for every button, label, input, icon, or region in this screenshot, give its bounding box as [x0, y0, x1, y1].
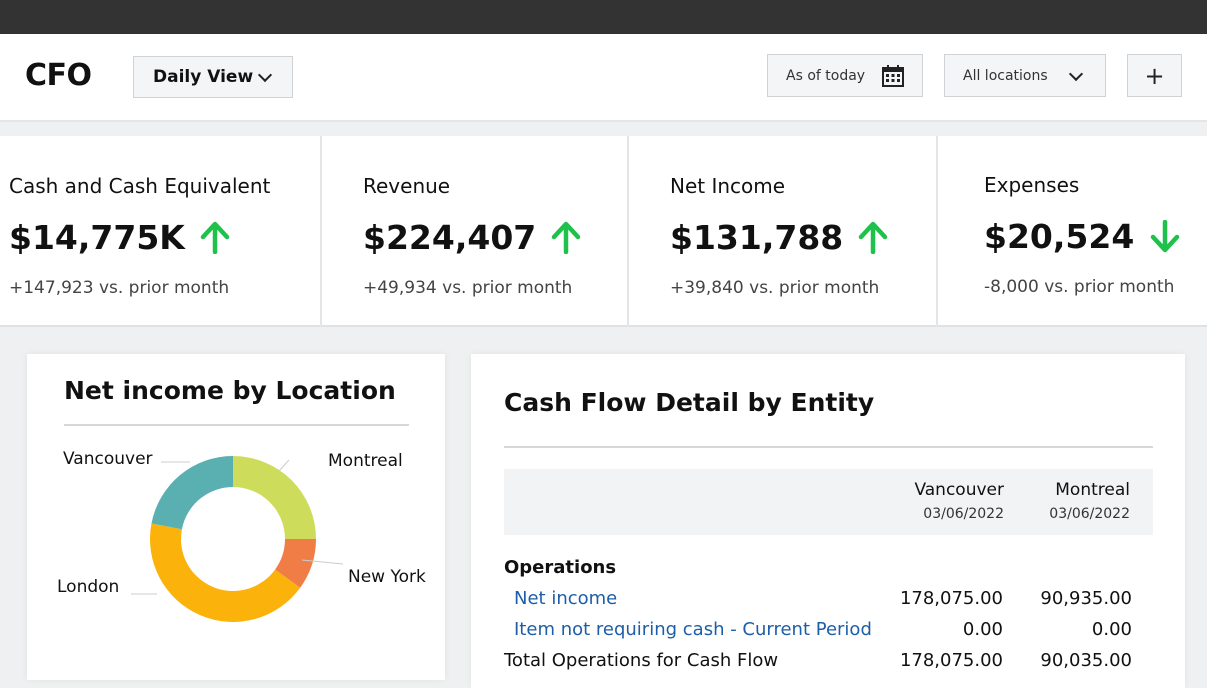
- legend-label-vancouver: Vancouver: [63, 449, 153, 469]
- row-label-link[interactable]: Net income: [514, 588, 618, 609]
- column-header-montreal: Montreal 03/06/2022: [1049, 480, 1130, 522]
- location-select-label: All locations: [963, 67, 1048, 84]
- column-header-vancouver: Vancouver 03/06/2022: [914, 480, 1004, 522]
- donut-slice-london[interactable]: [150, 523, 301, 622]
- kpi-value: $14,775K: [9, 218, 185, 257]
- table-row: Net income 178,075.00 90,935.00: [504, 588, 1153, 614]
- kpi-row: Cash and Cash Equivalent $14,775K +147,9…: [0, 136, 1207, 327]
- column-name: Vancouver: [914, 480, 1004, 500]
- section-heading: Operations: [504, 557, 617, 578]
- legend-label-london: London: [57, 577, 120, 597]
- app-title: CFO: [25, 58, 92, 93]
- kpi-card-revenue[interactable]: Revenue $224,407 +49,934 vs. prior month: [320, 136, 627, 327]
- kpi-card-expenses[interactable]: Expenses $20,524 -8,000 vs. prior month: [936, 136, 1207, 327]
- kpi-delta: +49,934 vs. prior month: [363, 278, 573, 298]
- arrow-up-icon: [858, 221, 888, 254]
- net-income-donut-chart: [131, 456, 344, 622]
- add-button[interactable]: +: [1127, 54, 1182, 97]
- column-date: 03/06/2022: [923, 506, 1004, 522]
- divider: [64, 424, 409, 426]
- date-picker-button[interactable]: As of today: [767, 54, 923, 97]
- card-title: Net income by Location: [64, 376, 396, 405]
- table-header: Vancouver 03/06/2022 Montreal 03/06/2022: [504, 469, 1153, 535]
- arrow-up-icon: [200, 221, 230, 254]
- location-select[interactable]: All locations: [944, 54, 1106, 97]
- kpi-delta: +39,840 vs. prior month: [670, 278, 880, 298]
- cell-value: 178,075.00: [899, 650, 1003, 671]
- cash-flow-card: Cash Flow Detail by Entity Vancouver 03/…: [471, 354, 1185, 688]
- column-date: 03/06/2022: [1049, 506, 1130, 522]
- kpi-value: $224,407: [363, 218, 537, 257]
- cell-value: 0.00: [1091, 619, 1132, 640]
- row-label: Total Operations for Cash Flow: [504, 650, 779, 671]
- kpi-value: $131,788: [670, 218, 844, 257]
- date-picker-label: As of today: [786, 67, 866, 84]
- legend-label-montreal: Montreal: [328, 451, 403, 471]
- divider: [504, 446, 1153, 448]
- cell-value: 90,035.00: [1040, 650, 1132, 671]
- chevron-down-icon: [257, 67, 273, 83]
- kpi-label: Cash and Cash Equivalent: [9, 174, 271, 198]
- arrow-down-icon: [1150, 220, 1180, 253]
- legend-label-new-york: New York: [348, 567, 426, 587]
- table-row: Total Operations for Cash Flow 178,075.0…: [504, 650, 1153, 676]
- donut-slice-new-york[interactable]: [275, 539, 316, 588]
- kpi-value: $20,524: [984, 217, 1135, 256]
- row-label-link[interactable]: Item not requiring cash - Current Period: [514, 619, 872, 640]
- view-select-label: Daily View: [153, 67, 254, 87]
- cell-value: 178,075.00: [899, 588, 1003, 609]
- column-name: Montreal: [1055, 480, 1130, 500]
- kpi-label: Expenses: [984, 173, 1080, 197]
- cell-value: 90,935.00: [1040, 588, 1132, 609]
- kpi-card-net-income[interactable]: Net Income $131,788 +39,840 vs. prior mo…: [627, 136, 936, 327]
- kpi-label: Revenue: [363, 174, 451, 198]
- donut-slice-vancouver[interactable]: [151, 456, 233, 530]
- page-header: CFO Daily View As of today All locations…: [0, 34, 1207, 122]
- calendar-icon: [882, 65, 904, 87]
- arrow-up-icon: [551, 221, 581, 254]
- kpi-label: Net Income: [670, 174, 786, 198]
- kpi-delta: -8,000 vs. prior month: [984, 277, 1175, 297]
- cell-value: 0.00: [962, 619, 1003, 640]
- kpi-card-cash[interactable]: Cash and Cash Equivalent $14,775K +147,9…: [0, 136, 320, 327]
- net-income-card: Net income by Location Vancouver Montrea…: [27, 354, 445, 680]
- top-bar: [0, 0, 1207, 34]
- view-select[interactable]: Daily View: [133, 56, 293, 98]
- chevron-down-icon: [1068, 66, 1084, 82]
- card-title: Cash Flow Detail by Entity: [504, 388, 875, 417]
- table-row: Item not requiring cash - Current Period…: [504, 619, 1153, 645]
- donut-slice-montreal[interactable]: [233, 456, 316, 539]
- kpi-delta: +147,923 vs. prior month: [9, 278, 230, 298]
